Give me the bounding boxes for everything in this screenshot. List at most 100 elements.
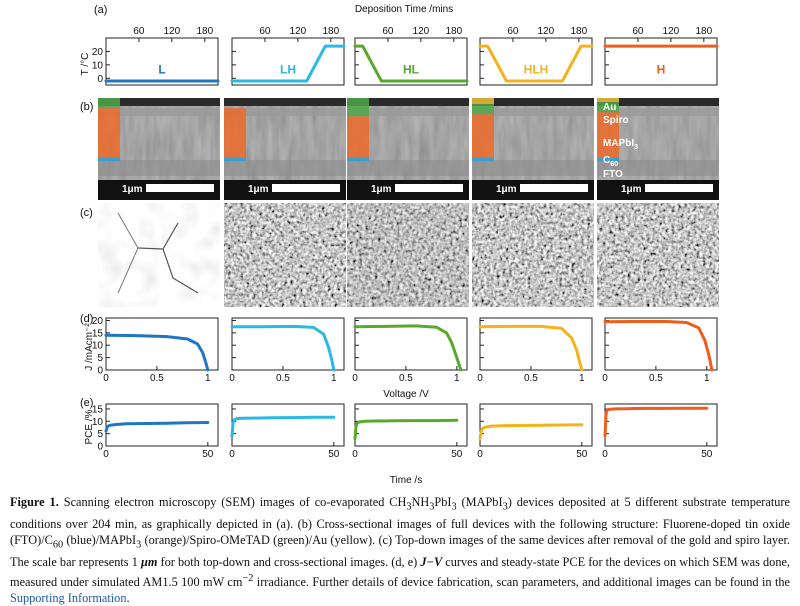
figure-1: (a) (b) (c) (d) (e) Deposition Time /min…: [80, 4, 719, 486]
panel-a-plots: 60 120 180 0 10 20 L 60 120 180 LH 60 120 180 HL 60 120 1…: [92, 26, 719, 86]
layer-label-mapbi: MAPbI3: [603, 138, 638, 151]
layer-highlight: [472, 98, 494, 105]
plot-frame: [231, 37, 345, 86]
x-tick-label: 0.5: [399, 373, 413, 384]
plot-frame: [231, 317, 345, 371]
layer-highlight: [347, 157, 369, 162]
layer-highlight: [597, 102, 619, 113]
sem-texture: [98, 203, 220, 307]
caption-text: curves and steady-state PCE for the devi…: [10, 555, 790, 589]
series-lh-line: [230, 415, 336, 438]
series-hlh-line: [478, 423, 584, 441]
cross-section-hl: 1μm: [347, 98, 469, 200]
series-hlh-line: [478, 324, 584, 372]
caption-sub: 3: [451, 501, 457, 513]
plot-frame: [354, 403, 468, 447]
caption-sub: 3: [502, 501, 508, 513]
scale-bar: [272, 184, 340, 192]
supporting-information-link[interactable]: Supporting Information: [10, 591, 127, 606]
caption-label: Figure 1.: [10, 495, 59, 509]
layer-highlight: [597, 98, 619, 103]
x-tick-label: 120: [413, 26, 430, 37]
series-lh-line: [230, 324, 336, 372]
layer-label-au: Au: [603, 102, 616, 113]
panel-d-xlabel: Voltage /V: [383, 389, 429, 400]
layer-label-c60: C60: [603, 155, 618, 168]
x-tick-label: 0: [602, 373, 608, 384]
plot-h: 0 50: [602, 403, 718, 460]
plot-frame: [479, 403, 593, 447]
plot-frame: [479, 37, 593, 86]
panel-e-xlabel: Time /s: [390, 475, 422, 486]
y-tick-label: 10: [92, 341, 104, 352]
x-tick-label: 1: [579, 373, 585, 384]
grain-boundary: [117, 212, 139, 294]
series-hl-line: [353, 324, 463, 372]
y-tick-label: 5: [97, 429, 103, 440]
spiro-band: [98, 108, 220, 116]
x-tick-label: 180: [196, 26, 213, 37]
caption-sub: 3: [136, 539, 142, 551]
scale-bar: [645, 184, 713, 192]
scale-bar: [146, 184, 214, 192]
y-tick-label: 0: [97, 366, 103, 377]
plot-l: 60 120 180 0 10 20 L: [92, 26, 220, 86]
au-band: [597, 98, 719, 106]
y-tick-label: 5: [97, 353, 103, 364]
x-tick-label: 0: [352, 449, 358, 460]
plot-frame: [604, 403, 718, 447]
cross-section-hlh: 1μm: [472, 98, 594, 200]
series-l-line: [104, 421, 210, 433]
layer-highlight: [98, 108, 120, 158]
au-band: [98, 98, 220, 106]
layer-highlight: [98, 98, 120, 109]
condition-label-hlh: HLH: [524, 63, 549, 77]
plot-hl: 0 0.5 1: [352, 317, 468, 384]
panel-a-temperature-profiles: Deposition Time /mins T /°C 60 120 180 0 10 2…: [80, 4, 719, 86]
x-tick-label: 50: [328, 449, 340, 460]
fto-band: [347, 160, 469, 176]
caption-text: ) devices deposited at 5 different subst…: [10, 495, 790, 548]
x-tick-label: 50: [451, 449, 463, 460]
layer-highlight: [597, 157, 619, 162]
y-tick-label: 10: [92, 417, 104, 428]
series-lh-line: [230, 44, 346, 83]
fto-band: [472, 160, 594, 176]
x-tick-label: 0: [477, 449, 483, 460]
caption-sup: −2: [242, 572, 254, 584]
plot-frame: [105, 317, 219, 371]
caption-text: (MAPbI: [456, 495, 503, 509]
x-tick-label: 120: [538, 26, 555, 37]
x-tick-label: 0: [229, 373, 235, 384]
x-tick-label: 0: [352, 373, 358, 384]
caption-text: (blue)/MAPbI: [63, 533, 137, 548]
grain-boundary: [137, 222, 199, 294]
x-tick-label: 120: [290, 26, 307, 37]
plot-h: 0 0.5 1: [602, 317, 718, 384]
x-tick-label: 0: [103, 449, 109, 460]
y-tick-label: 10: [92, 60, 104, 71]
x-tick-label: 180: [570, 26, 587, 37]
series-h-line: [603, 320, 714, 372]
x-tick-label: 0.5: [150, 373, 164, 384]
layer-highlight: [347, 116, 369, 158]
top-down-h: [597, 203, 719, 307]
spiro-band: [347, 108, 469, 116]
sem-texture: [224, 203, 346, 307]
x-tick-label: 180: [445, 26, 462, 37]
y-tick-label: 20: [92, 316, 104, 327]
scale-bar-label: 1μm: [496, 184, 517, 195]
series-l-line: [104, 333, 210, 372]
panel-a-title: Deposition Time /mins: [355, 4, 453, 15]
x-tick-label: 60: [382, 26, 394, 37]
condition-label-l: L: [158, 63, 165, 77]
x-tick-label: 180: [695, 26, 712, 37]
plot-h: 60 120 180 H: [603, 26, 719, 86]
cross-section-lh: 1μm: [224, 98, 346, 200]
x-tick-label: 50: [576, 449, 588, 460]
sem-texture: [347, 203, 469, 307]
